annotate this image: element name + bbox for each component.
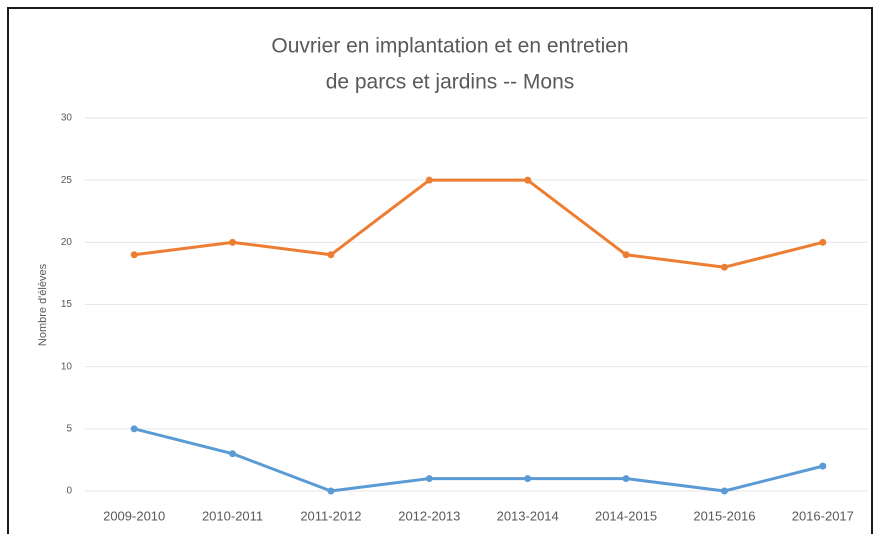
point [425, 176, 433, 184]
y-tick-label: 5 [66, 423, 72, 434]
y-tick-label: 20 [61, 237, 73, 248]
point [229, 238, 237, 246]
x-tick-label: 2010-2011 [202, 508, 263, 523]
x-tick-label: 2009-2010 [103, 508, 165, 523]
line-series [133, 427, 824, 493]
point [720, 263, 728, 271]
x-tick-label: 2015-2016 [693, 508, 755, 523]
chart-title: de parcs et jardins -- Mons [326, 71, 575, 94]
y-tick-label: 25 [61, 175, 73, 186]
x-tick-label: 2016-2017 [792, 508, 854, 523]
chart-frame [7, 7, 873, 534]
point [819, 462, 827, 470]
y-tick-label: 0 [66, 486, 72, 497]
y-axis-label: Nombre d'élèves [37, 263, 49, 346]
point [622, 475, 630, 483]
line-series [133, 178, 824, 269]
point [130, 251, 138, 259]
point [130, 425, 138, 433]
point [327, 487, 335, 495]
point [524, 475, 532, 483]
x-tick-label: 2014-2015 [595, 508, 657, 523]
point [425, 475, 433, 483]
point [720, 487, 728, 495]
point [622, 251, 630, 259]
chart-title: Ouvrier en implantation et en entretien [271, 35, 628, 58]
y-tick-label: 15 [61, 299, 73, 310]
point [819, 238, 827, 246]
y-tick-label: 30 [61, 113, 73, 124]
y-tick-label: 10 [61, 361, 73, 372]
point [327, 251, 335, 259]
point [229, 450, 237, 458]
x-tick-label: 2011-2012 [300, 508, 361, 523]
x-tick-label: 2012-2013 [398, 508, 460, 523]
point [524, 176, 532, 184]
x-tick-label: 2013-2014 [497, 508, 559, 523]
